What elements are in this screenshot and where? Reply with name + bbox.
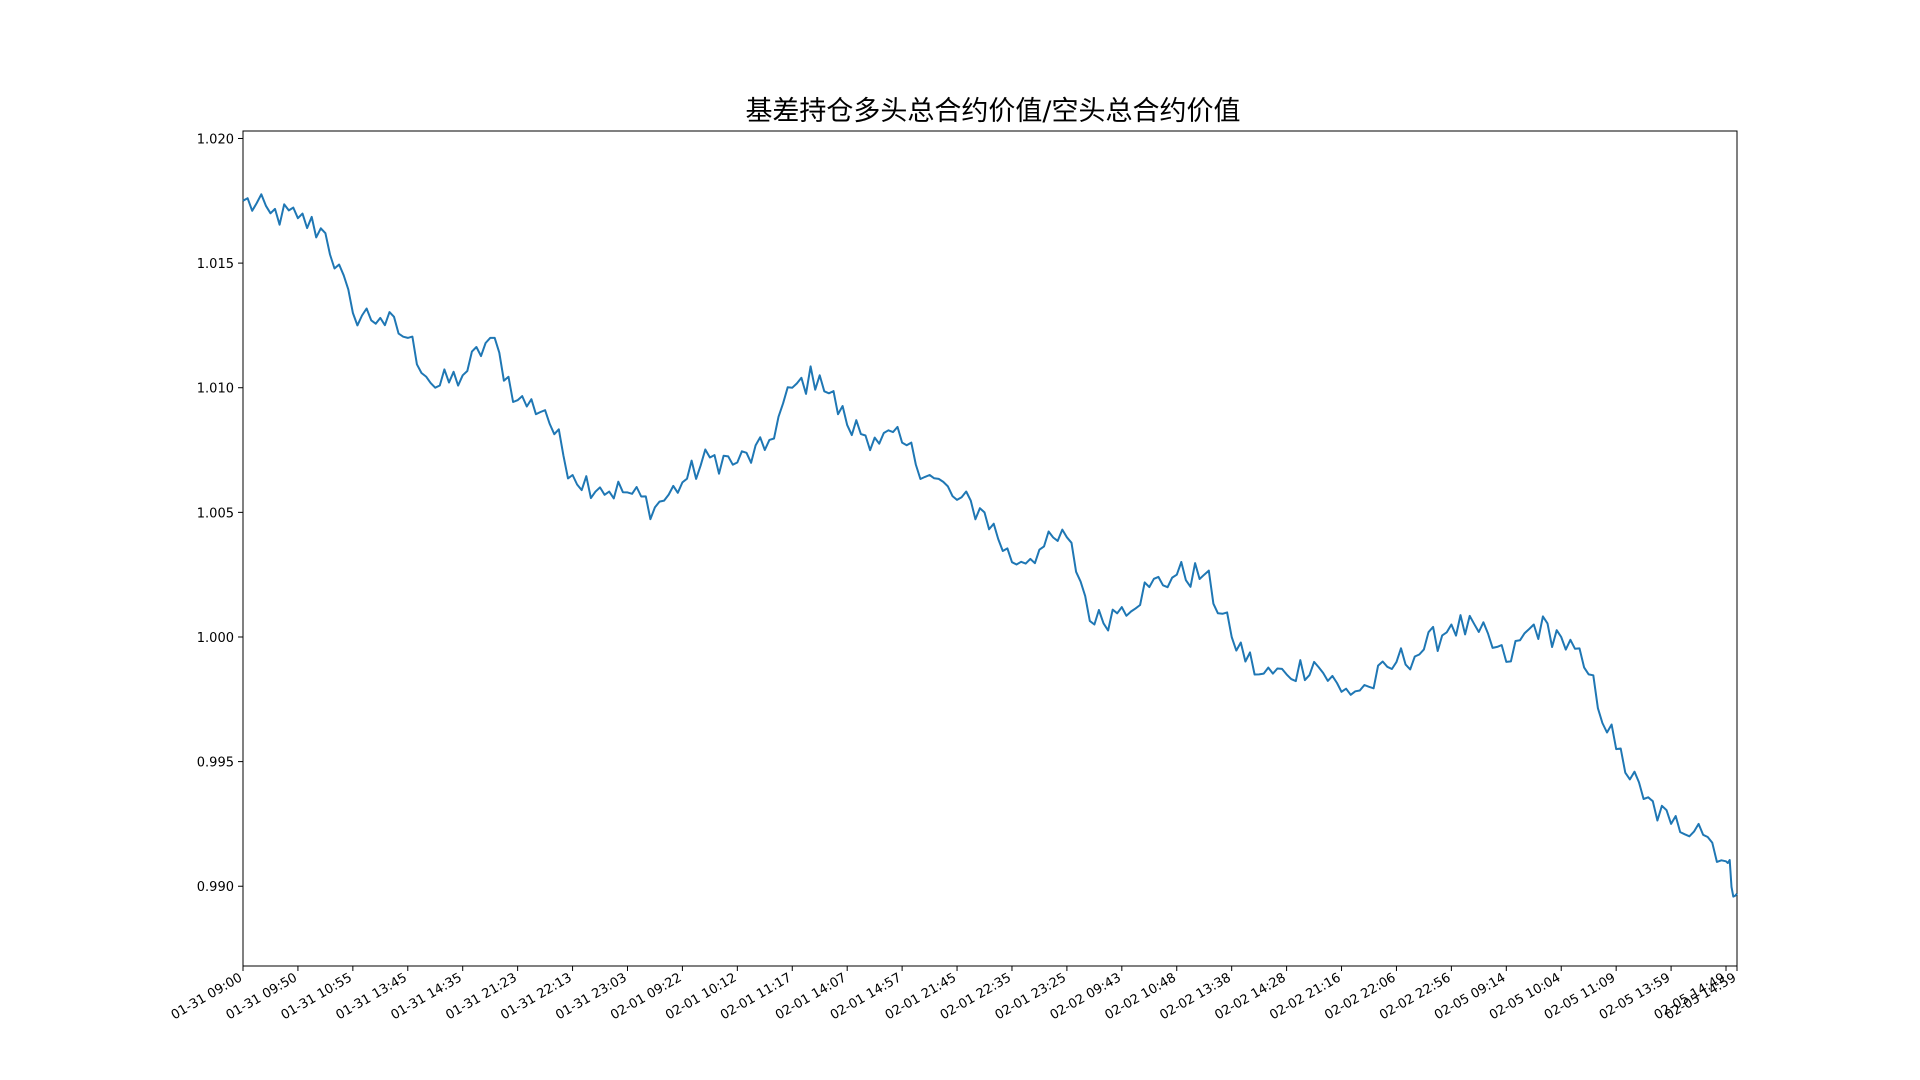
- y-tick-label: 0.995: [197, 756, 234, 771]
- series-line: [242, 193, 1738, 898]
- chart-title: 基差持仓多头总合约价值/空头总合约价值: [745, 96, 1240, 127]
- y-axis: 0.990 0.995 1.000 1.005 1.010 1.015 1.020: [197, 132, 243, 895]
- y-tick-label: 1.005: [197, 506, 234, 521]
- y-tick-label: 0.990: [197, 880, 234, 895]
- plot-area: [242, 130, 1738, 967]
- y-tick-label: 1.015: [197, 257, 234, 272]
- y-tick-label: 1.020: [197, 132, 234, 147]
- y-tick-label: 1.000: [197, 631, 234, 646]
- axes-frame: [242, 130, 1738, 967]
- y-tick-label: 1.010: [197, 382, 234, 397]
